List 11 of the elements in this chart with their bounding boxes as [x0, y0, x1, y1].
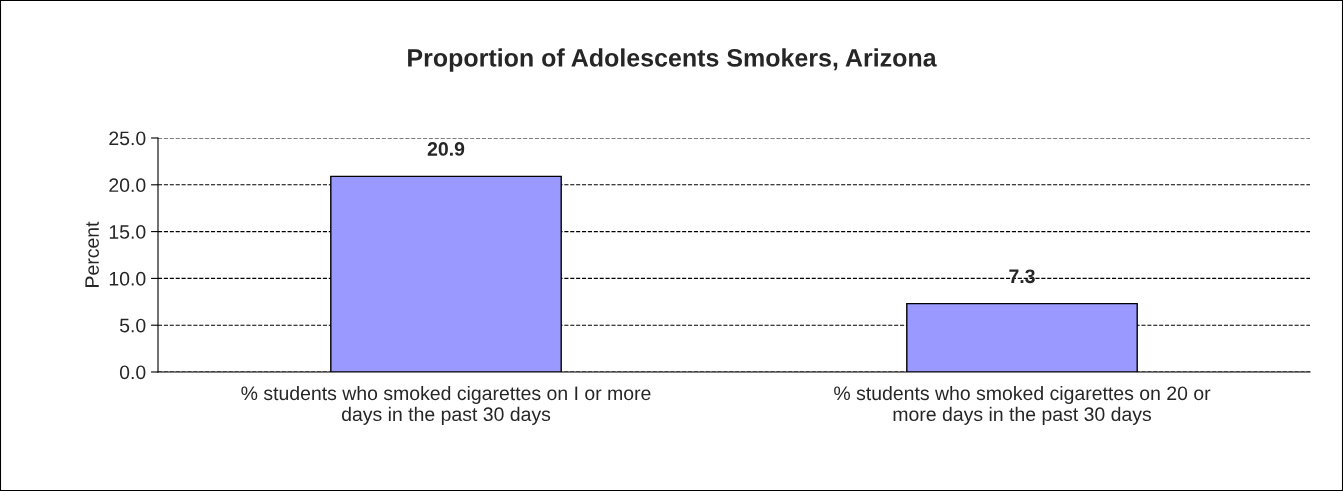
y-tick-label: 10.0 — [109, 271, 146, 286]
y-tick-label: 5.0 — [119, 318, 146, 333]
y-tick-label: 15.0 — [109, 225, 146, 239]
y-tick-label: 25.0 — [109, 131, 146, 146]
y-axis-title: Percent — [85, 221, 99, 287]
data-label: 20.9 — [427, 142, 465, 156]
chart-title: Proportion of Adolescents Smokers, Arizona — [408, 48, 937, 72]
x-tick-label: % students who smoked cigarettes on 20 or more days in the past 30 days — [834, 385, 1211, 425]
x-tick-label: % students who smoked cigarettes on I or more days in the past 30 days — [241, 385, 651, 425]
y-tick-label: 0.0 — [119, 365, 146, 380]
y-tick-label: 20.0 — [109, 178, 146, 193]
